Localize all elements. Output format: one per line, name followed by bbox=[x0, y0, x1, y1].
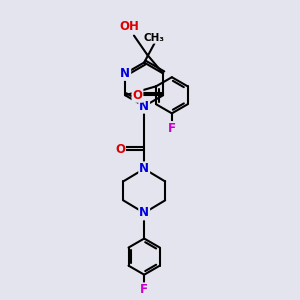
Text: N: N bbox=[139, 206, 149, 219]
Text: O: O bbox=[115, 143, 125, 156]
Text: OH: OH bbox=[120, 20, 140, 33]
Text: F: F bbox=[168, 122, 176, 135]
Text: F: F bbox=[140, 283, 148, 296]
Text: N: N bbox=[139, 100, 149, 113]
Text: CH₃: CH₃ bbox=[144, 33, 165, 43]
Text: O: O bbox=[133, 89, 142, 102]
Text: N: N bbox=[139, 162, 149, 176]
Text: N: N bbox=[120, 67, 130, 80]
